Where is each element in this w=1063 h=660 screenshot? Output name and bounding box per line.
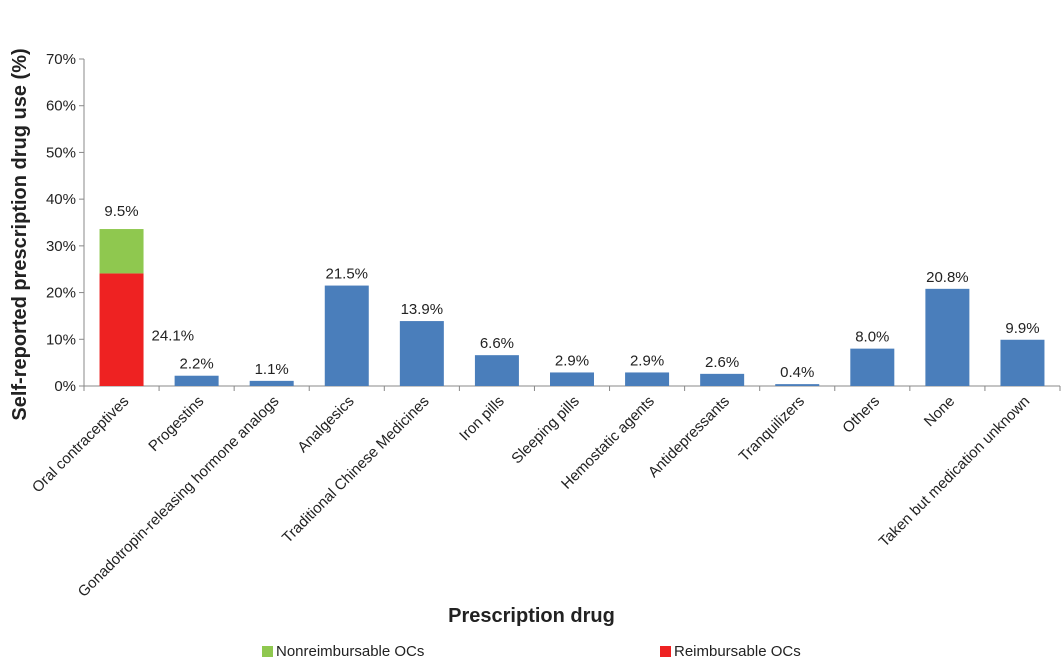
data-label: 0.4% xyxy=(780,364,814,381)
bar-drug-use xyxy=(324,285,369,386)
bar-reimbursable-ocs xyxy=(99,273,144,386)
x-tick-label: Oral contraceptives xyxy=(29,393,132,496)
x-tick-label: Iron pills xyxy=(456,393,508,445)
x-tick-label: Taken but medication unknown xyxy=(876,393,1034,551)
data-label: 2.2% xyxy=(180,356,214,373)
data-label: 1.1% xyxy=(255,361,289,378)
bar-drug-use xyxy=(174,375,219,386)
bar-drug-use xyxy=(550,372,594,386)
bar-drug-use xyxy=(474,355,519,386)
y-tick-label: 50% xyxy=(46,144,76,161)
data-label: 2.6% xyxy=(705,354,739,371)
data-label: 9.9% xyxy=(1005,320,1039,337)
y-tick-label: 20% xyxy=(46,285,76,302)
bar-drug-use xyxy=(925,288,970,386)
bar-drug-use xyxy=(1000,339,1045,386)
legend-item-nonreimbursable: Nonreimbursable OCs xyxy=(262,643,424,660)
y-axis-title: Self-reported prescription drug use (%) xyxy=(9,48,31,420)
data-label: 8.0% xyxy=(855,329,889,346)
data-label: 6.6% xyxy=(480,335,514,352)
x-tick-label: None xyxy=(921,393,958,430)
data-label: 13.9% xyxy=(401,301,444,318)
x-tick-label: Others xyxy=(839,393,883,437)
data-label: 9.5% xyxy=(104,203,138,220)
bar-drug-use xyxy=(625,372,670,386)
y-tick-label: 40% xyxy=(46,191,76,208)
data-label: 2.9% xyxy=(630,352,664,369)
x-tick-label: Progestins xyxy=(145,393,207,455)
legend-swatch-reimbursable xyxy=(660,646,671,657)
data-label: 24.1% xyxy=(152,327,195,344)
bar-drug-use xyxy=(775,384,820,386)
x-tick-label: Sleeping pills xyxy=(508,393,583,468)
x-tick-label: Traditional Chinese Medicines xyxy=(279,393,433,547)
x-tick-label: Antidepressants xyxy=(645,393,733,481)
y-tick-label: 70% xyxy=(46,51,76,68)
x-axis-title: Prescription drug xyxy=(448,605,615,627)
legend-swatch-nonreimbursable xyxy=(262,646,273,657)
bar-drug-use xyxy=(700,373,745,386)
x-tick-label: Tranquilizers xyxy=(736,393,808,465)
bar-drug-use xyxy=(249,380,294,386)
y-tick-label: 0% xyxy=(54,378,76,395)
bar-nonreimbursable-ocs xyxy=(99,229,144,274)
legend-label-nonreimbursable: Nonreimbursable OCs xyxy=(276,643,425,660)
bar-drug-use xyxy=(850,348,895,386)
y-tick-label: 10% xyxy=(46,331,76,348)
data-label: 21.5% xyxy=(325,266,368,283)
data-label: 2.9% xyxy=(555,352,589,369)
data-label: 20.8% xyxy=(926,269,969,286)
x-tick-label: Analgesics xyxy=(294,393,357,456)
legend-item-reimbursable: Reimbursable OCs xyxy=(660,643,801,660)
bar-drug-use xyxy=(399,321,444,386)
y-tick-label: 60% xyxy=(46,98,76,115)
y-tick-label: 30% xyxy=(46,238,76,255)
legend-label-reimbursable: Reimbursable OCs xyxy=(674,643,801,660)
